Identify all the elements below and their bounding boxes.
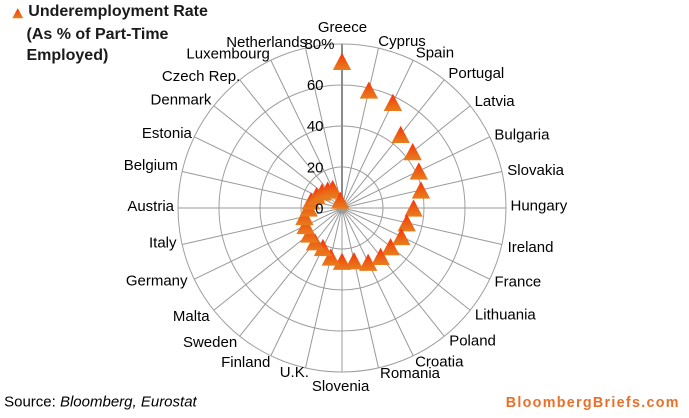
svg-text:Slovenia: Slovenia — [312, 378, 370, 395]
svg-text:Netherlands: Netherlands — [226, 34, 307, 51]
svg-text:Employed): Employed) — [27, 47, 109, 64]
svg-text:Slovakia: Slovakia — [507, 162, 564, 179]
svg-text:Finland: Finland — [221, 354, 270, 371]
svg-text:Latvia: Latvia — [475, 93, 516, 110]
svg-text:Bulgaria: Bulgaria — [494, 127, 550, 144]
svg-text:Croatia: Croatia — [415, 354, 464, 371]
svg-text:40: 40 — [307, 118, 324, 135]
svg-text:Italy: Italy — [149, 234, 177, 251]
svg-text:20: 20 — [307, 159, 324, 176]
svg-text:Sweden: Sweden — [183, 334, 237, 351]
svg-text:Denmark: Denmark — [151, 92, 212, 109]
svg-text:Ireland: Ireland — [508, 239, 554, 256]
svg-text:0: 0 — [315, 201, 323, 218]
svg-text:(As % of Part-Time: (As % of Part-Time — [27, 26, 169, 43]
svg-text:Portugal: Portugal — [448, 65, 504, 82]
svg-text:Germany: Germany — [126, 273, 188, 290]
svg-text:Austria: Austria — [127, 198, 174, 215]
svg-text:60: 60 — [307, 77, 324, 94]
svg-text:Romania: Romania — [380, 365, 441, 382]
svg-text:Source: Bloomberg, Eurostat: Source: Bloomberg, Eurostat — [4, 394, 197, 411]
svg-text:Cyprus: Cyprus — [378, 33, 426, 50]
svg-text:Czech Rep.: Czech Rep. — [162, 68, 240, 85]
svg-text:80%: 80% — [304, 36, 334, 53]
svg-text:Hungary: Hungary — [511, 198, 568, 215]
svg-text:Underemployment Rate: Underemployment Rate — [28, 3, 208, 20]
svg-text:Greece: Greece — [318, 19, 367, 36]
svg-text:U.K.: U.K. — [280, 364, 309, 381]
svg-text:Belgium: Belgium — [124, 157, 178, 174]
svg-text:Luxembourg: Luxembourg — [186, 46, 269, 63]
svg-text:France: France — [495, 274, 542, 291]
svg-text:Malta: Malta — [173, 308, 210, 325]
svg-text:Lithuania: Lithuania — [475, 307, 537, 324]
svg-text:Estonia: Estonia — [142, 125, 193, 142]
svg-text:Spain: Spain — [416, 45, 454, 62]
svg-text:BloombergBriefs.com: BloombergBriefs.com — [506, 395, 680, 411]
svg-text:Poland: Poland — [449, 333, 496, 350]
